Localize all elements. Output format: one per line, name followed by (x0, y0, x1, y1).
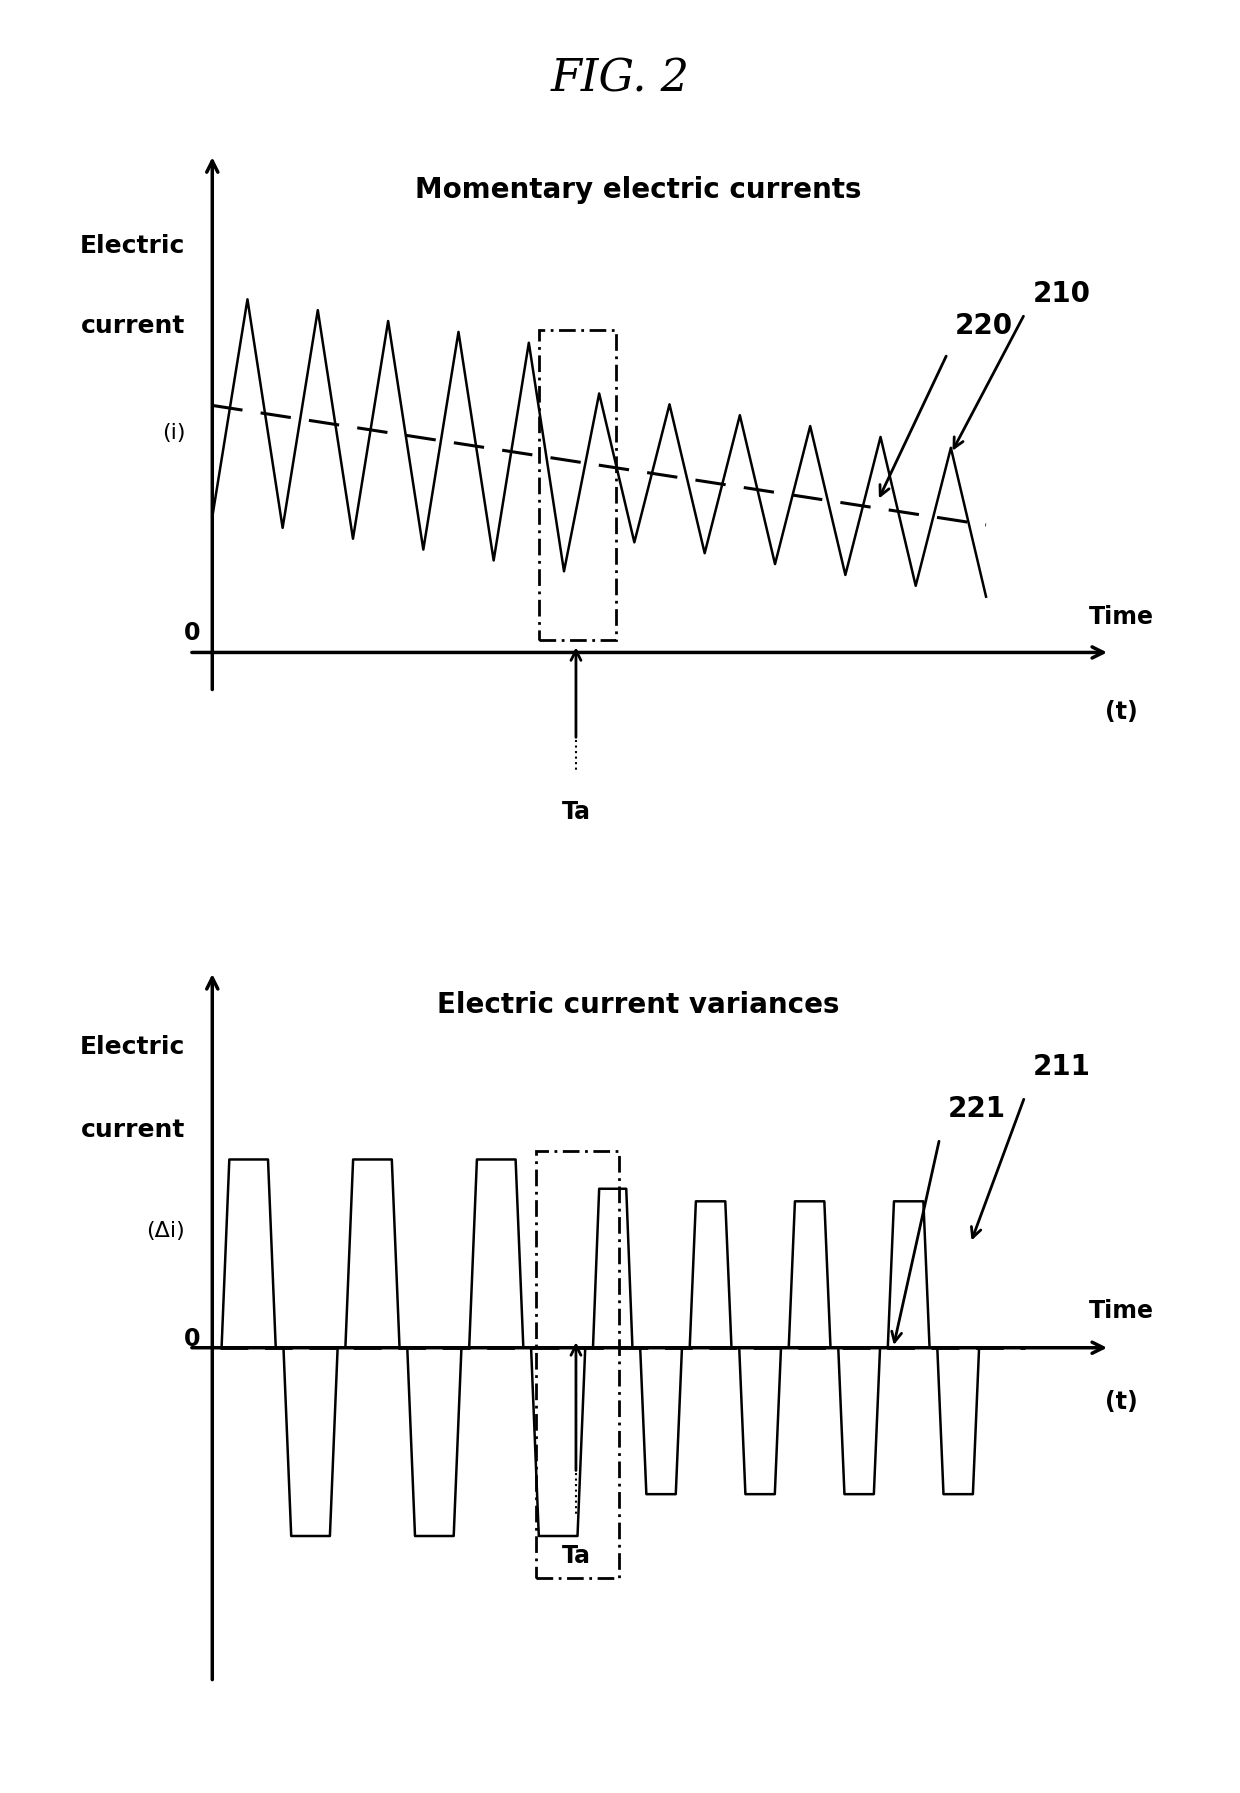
Text: (t): (t) (1105, 1390, 1138, 1413)
Text: Time: Time (1089, 604, 1154, 629)
Text: (Δi): (Δi) (146, 1221, 185, 1241)
Text: 221: 221 (947, 1096, 1006, 1122)
Text: Momentary electric currents: Momentary electric currents (414, 176, 861, 204)
Text: Electric: Electric (79, 1035, 185, 1058)
Text: current: current (81, 1119, 185, 1142)
Text: Ta: Ta (562, 1544, 590, 1569)
Text: (i): (i) (161, 423, 185, 443)
Text: Ta: Ta (562, 800, 590, 823)
Text: current: current (81, 314, 185, 337)
Text: 220: 220 (955, 312, 1013, 339)
Text: Electric: Electric (79, 235, 185, 258)
Text: (t): (t) (1105, 701, 1138, 724)
Text: FIG. 2: FIG. 2 (551, 57, 689, 100)
Text: 211: 211 (1033, 1054, 1090, 1081)
Text: 210: 210 (1033, 280, 1090, 308)
Text: Time: Time (1089, 1298, 1154, 1323)
Text: 0: 0 (185, 1327, 201, 1352)
Text: 0: 0 (185, 620, 201, 644)
Text: Electric current variances: Electric current variances (436, 992, 839, 1018)
